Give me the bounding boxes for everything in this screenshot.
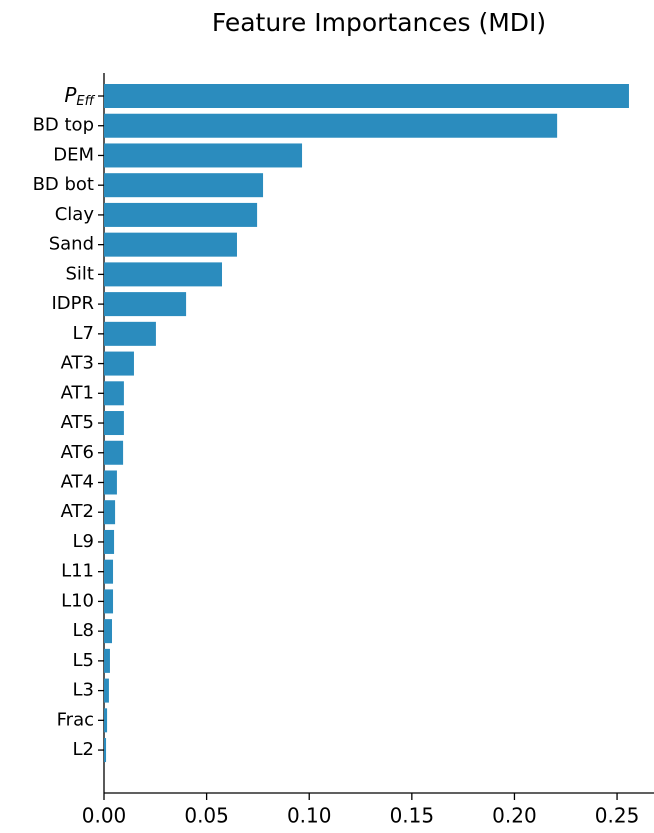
bar	[104, 381, 124, 406]
bar	[104, 648, 110, 673]
bar	[104, 84, 629, 108]
x-tick-label: 0.25	[595, 804, 640, 828]
y-tick-label: DEM	[53, 144, 94, 165]
bar	[104, 500, 116, 525]
x-tick-label: 0.15	[390, 804, 435, 828]
y-tick-label: AT1	[61, 382, 94, 403]
x-tick-label: 0.05	[184, 804, 229, 828]
y-tick-label: BD top	[33, 115, 94, 136]
bar	[104, 589, 114, 614]
bar	[104, 292, 187, 317]
bar	[104, 113, 558, 138]
y-tick-label: PEff	[64, 83, 95, 109]
y-tick-label: L9	[73, 531, 94, 552]
y-tick-label: AT2	[61, 501, 94, 522]
bar	[104, 559, 114, 584]
x-tick-label: 0.10	[287, 804, 332, 828]
bar	[104, 411, 124, 436]
y-tick-label: Silt	[66, 263, 95, 284]
bar	[104, 708, 108, 733]
y-tick-label: AT5	[61, 412, 94, 433]
bar	[104, 470, 117, 495]
y-tick-label: L5	[73, 650, 94, 671]
y-tick-label: AT4	[61, 471, 94, 492]
y-tick-label: L10	[61, 590, 94, 611]
y-tick-label: L7	[73, 323, 94, 344]
y-tick-label: AT6	[61, 442, 94, 463]
x-tick-label: 0.00	[82, 804, 127, 828]
y-tick-label: Clay	[55, 204, 95, 225]
label-subscript: Eff	[76, 94, 95, 109]
chart-title: Feature Importances (MDI)	[212, 8, 546, 37]
y-tick-label: L11	[61, 561, 94, 582]
y-tick-label: Frac	[57, 709, 94, 730]
y-tick-label: IDPR	[51, 293, 94, 314]
bar	[104, 678, 109, 703]
bar	[104, 351, 134, 376]
bar	[104, 232, 237, 257]
bar	[104, 440, 124, 465]
bar	[104, 143, 303, 168]
y-tick-label: L3	[73, 680, 94, 701]
bar	[104, 262, 223, 287]
bar	[104, 321, 156, 346]
y-tick-label: L8	[73, 620, 94, 641]
y-tick-label: AT3	[61, 353, 94, 374]
bar	[104, 173, 264, 198]
y-tick-label: L2	[73, 739, 94, 760]
y-tick-label: BD bot	[33, 174, 94, 195]
y-tick-label: Sand	[49, 234, 94, 255]
x-tick-label: 0.20	[492, 804, 537, 828]
bar	[104, 202, 258, 227]
bar	[104, 529, 115, 554]
label-base: P	[64, 83, 77, 107]
bar	[104, 619, 113, 644]
bar	[104, 738, 107, 763]
